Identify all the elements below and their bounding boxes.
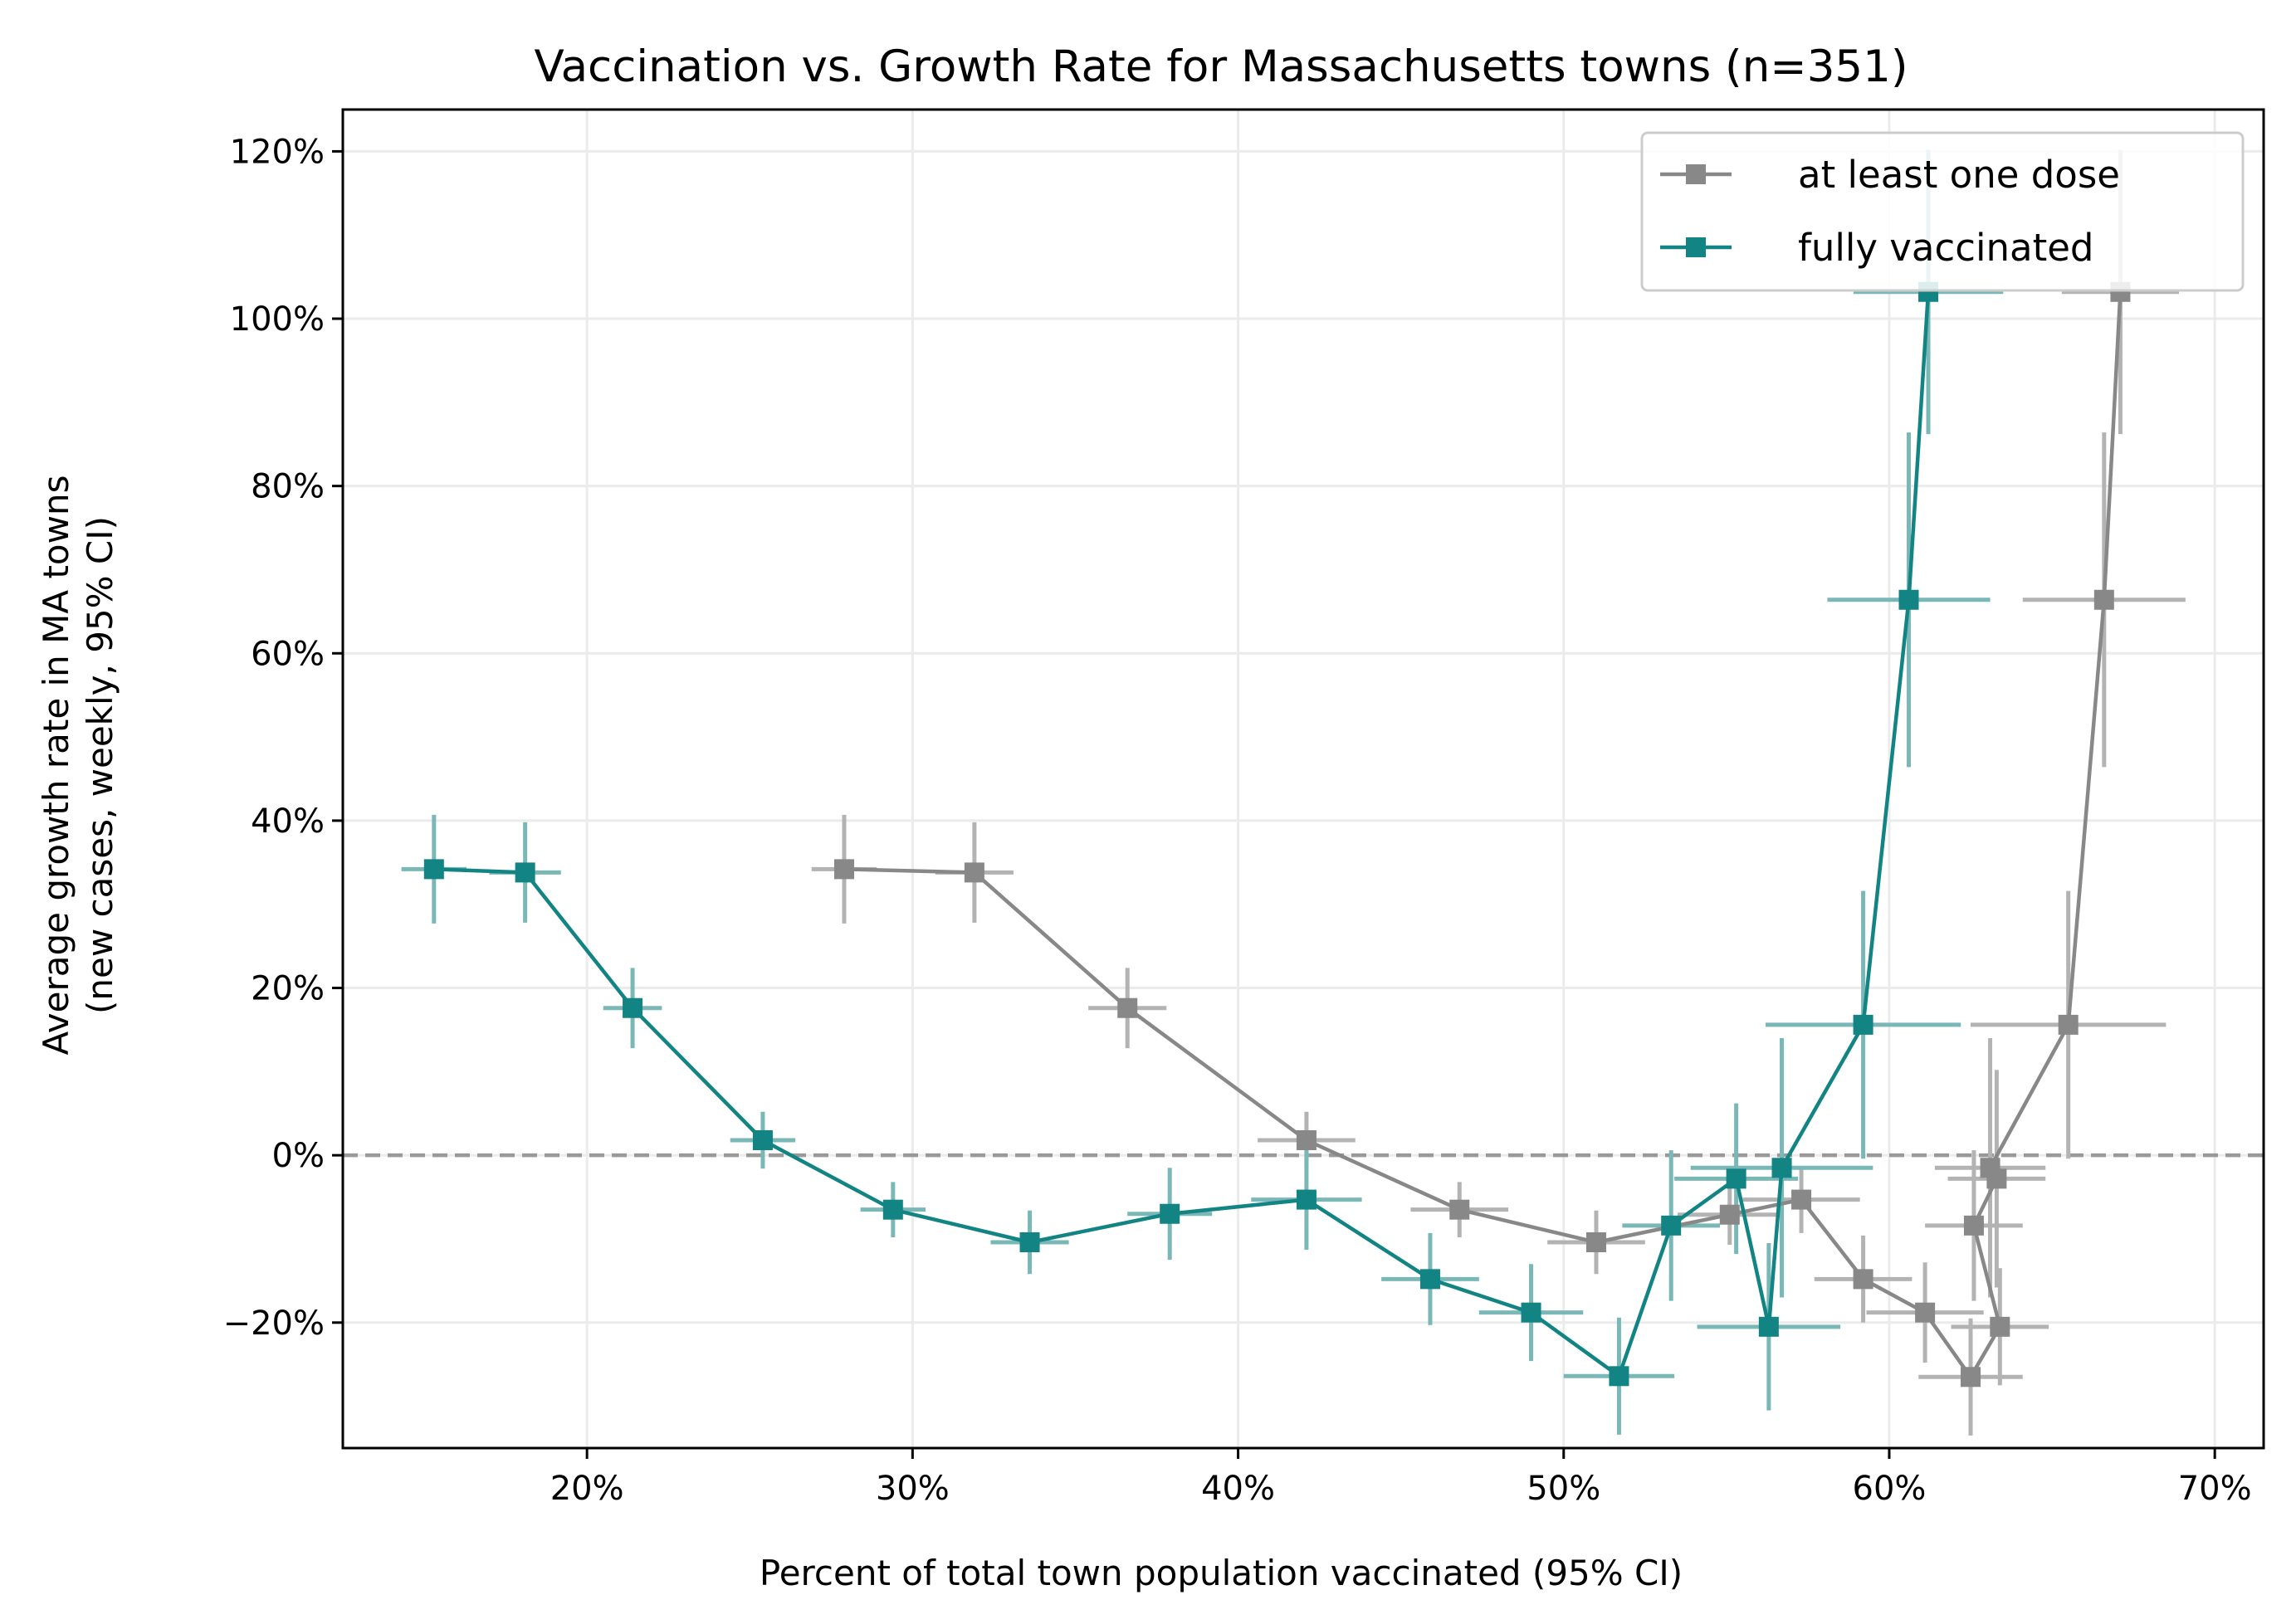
x-tick-label: 50% — [1527, 1470, 1600, 1508]
data-point — [882, 1199, 903, 1220]
data-point — [833, 859, 854, 880]
chart-title: Vaccination vs. Growth Rate for Massachu… — [534, 41, 1908, 92]
y-tick-label: −20% — [223, 1305, 325, 1343]
data-point — [752, 1130, 773, 1151]
y-tick-label: 60% — [251, 635, 325, 673]
legend: at least one dose fully vaccinated — [1640, 131, 2245, 292]
data-point — [1719, 1204, 1740, 1225]
x-tick-label: 20% — [550, 1470, 624, 1508]
data-point — [1117, 997, 1138, 1018]
series-lines — [433, 291, 2123, 1379]
data-point — [1963, 1215, 1984, 1236]
data-point — [1019, 1232, 1040, 1253]
y-tick-label: 120% — [230, 133, 325, 171]
data-point — [1449, 1199, 1470, 1220]
y-tick-label: 100% — [230, 300, 325, 339]
data-point — [1771, 1158, 1792, 1178]
data-point — [1419, 1269, 1440, 1290]
legend-label: at least one dose — [1798, 153, 2120, 197]
data-point — [1853, 1269, 1873, 1290]
data-point — [1990, 1316, 2010, 1337]
data-point — [1726, 1168, 1746, 1189]
data-point — [1296, 1189, 1317, 1210]
y-axis-ticks: −20% 0% 20% 40% 60% 80% 100% 120% — [223, 133, 343, 1343]
x-tick-label: 30% — [876, 1470, 950, 1508]
data-point — [2058, 1014, 2079, 1035]
y-axis-label-line-1: Average growth rate in MA towns — [36, 475, 76, 1056]
data-point — [423, 859, 444, 880]
y-axis-label-line-2: (new cases, weekly, 95% CI) — [80, 516, 120, 1014]
data-point — [1961, 1367, 1981, 1387]
y-tick-label: 20% — [251, 970, 325, 1008]
plot-area-frame — [341, 108, 2265, 1450]
data-point — [1853, 1014, 1873, 1035]
data-point — [1661, 1215, 1682, 1236]
x-axis-label: Percent of total town population vaccina… — [760, 1553, 1683, 1593]
data-point — [515, 862, 535, 883]
data-point — [1980, 1158, 2000, 1178]
x-axis-ticks: 20% 30% 40% 50% 60% 70% — [550, 1448, 2252, 1508]
data-point — [1898, 589, 1919, 610]
data-point — [1791, 1189, 1812, 1210]
data-point — [1609, 1366, 1629, 1387]
data-point — [1521, 1302, 1541, 1323]
legend-label: fully vaccinated — [1798, 226, 2093, 270]
data-point — [623, 997, 643, 1018]
series-line — [433, 291, 1931, 1378]
y-tick-label: 0% — [272, 1137, 325, 1175]
legend-marker-swatch — [1686, 164, 1706, 184]
x-tick-label: 40% — [1201, 1470, 1275, 1508]
data-point — [1585, 1232, 1606, 1253]
data-point — [1915, 1302, 1936, 1323]
y-tick-label: 40% — [251, 802, 325, 841]
x-tick-label: 70% — [2178, 1470, 2252, 1508]
legend-marker-swatch — [1686, 237, 1706, 257]
data-point — [1160, 1203, 1180, 1224]
series-line — [843, 291, 2123, 1379]
data-point — [964, 862, 984, 883]
data-point — [1296, 1130, 1317, 1151]
data-point — [1758, 1316, 1779, 1337]
x-tick-label: 60% — [1853, 1470, 1927, 1508]
data-point — [2093, 589, 2114, 610]
y-axis-label: Average growth rate in MA towns (new cas… — [36, 475, 120, 1056]
y-tick-label: 80% — [251, 468, 325, 506]
legend-box — [1640, 131, 2245, 292]
